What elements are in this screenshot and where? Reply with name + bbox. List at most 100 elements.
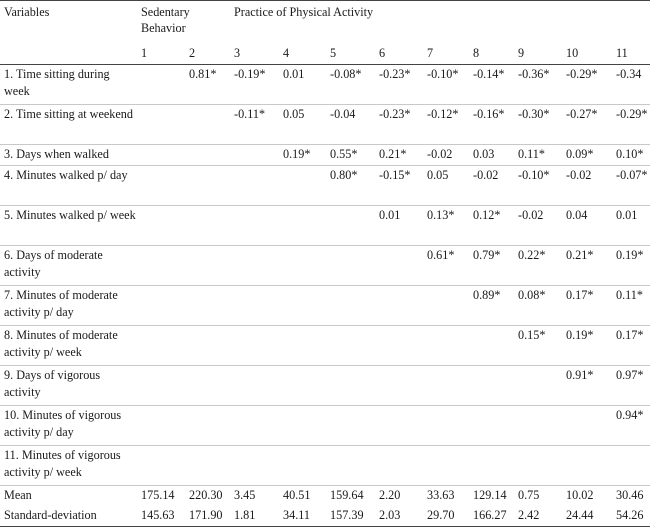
sd-cell: 24.44 bbox=[562, 506, 613, 527]
correlation-cell bbox=[230, 285, 280, 326]
correlation-cell: 0.21* bbox=[562, 245, 613, 286]
correlation-cell bbox=[423, 285, 470, 326]
correlation-cell bbox=[185, 165, 231, 206]
table-row: 7. Minutes of moderate activity p/ day 0.… bbox=[0, 285, 650, 326]
sd-cell: 2.03 bbox=[375, 506, 424, 527]
table-row: 5. Minutes walked p/ week 0.01 0.13* 0.12* -… bbox=[0, 205, 650, 246]
correlation-cell bbox=[562, 405, 613, 446]
variable-label: 10. Minutes of vigorous activity p/ day bbox=[0, 405, 137, 446]
correlation-cell bbox=[375, 405, 424, 446]
correlation-cell bbox=[185, 205, 231, 246]
correlation-cell bbox=[326, 325, 376, 366]
column-number-6: 6 bbox=[375, 44, 424, 65]
sd-cell: 166.27 bbox=[469, 506, 515, 527]
correlation-cell bbox=[279, 285, 327, 326]
column-number-9: 9 bbox=[514, 44, 563, 65]
correlation-cell bbox=[185, 285, 231, 326]
correlation-cell: 0.19* bbox=[612, 245, 650, 286]
correlation-cell: -0.07* bbox=[612, 165, 650, 206]
mean-cell: 33.63 bbox=[427, 488, 455, 502]
table-row: 9. Days of vigorous activity 0.91* 0.97* bbox=[0, 365, 650, 406]
correlation-cell bbox=[137, 205, 185, 246]
correlation-cell: 0.08* bbox=[514, 285, 563, 326]
correlation-cell bbox=[423, 405, 470, 446]
column-number-7: 7 bbox=[423, 44, 470, 65]
correlation-cell: 0.13* bbox=[423, 205, 470, 246]
mean-cell: 30.46 bbox=[616, 488, 644, 502]
mean-cell: 2.20 bbox=[379, 488, 401, 502]
correlation-cell: 0.01 bbox=[612, 205, 650, 246]
correlation-cell: -0.29* bbox=[562, 64, 613, 105]
correlation-cell bbox=[137, 285, 185, 326]
mean-cell: 159.64 bbox=[330, 488, 364, 502]
correlation-cell: -0.12* bbox=[423, 104, 470, 145]
correlation-cell: 0.17* bbox=[612, 325, 650, 366]
variable-label: 6. Days of moderate activity bbox=[0, 245, 137, 286]
sd-cell: 157.39 bbox=[326, 506, 376, 527]
column-number-8: 8 bbox=[469, 44, 515, 65]
correlation-cell bbox=[137, 365, 185, 406]
correlation-cell bbox=[230, 165, 280, 206]
correlation-cell bbox=[423, 445, 470, 486]
correlation-cell bbox=[562, 445, 613, 486]
correlation-cell: 0.19* bbox=[562, 325, 613, 366]
correlation-cell bbox=[230, 205, 280, 246]
column-number-3: 3 bbox=[230, 44, 280, 65]
correlation-cell bbox=[514, 445, 563, 486]
table-row: 1. Time sitting during week 0.81* -0.19* 0.… bbox=[0, 64, 650, 105]
sd-cell: 145.63 bbox=[137, 506, 185, 527]
correlation-cell: 0.01 bbox=[279, 64, 327, 105]
table-row: 11. Minutes of vigorous activity p/ week bbox=[0, 445, 650, 486]
correlation-cell bbox=[279, 325, 327, 366]
correlation-cell bbox=[230, 365, 280, 406]
correlation-cell bbox=[423, 365, 470, 406]
correlation-cell bbox=[423, 325, 470, 366]
table-row: 3. Days when walked 0.19* 0.55* 0.21* -0.02 0… bbox=[0, 144, 650, 166]
table-row: 6. Days of moderate activity 0.61* 0.79* 0.… bbox=[0, 245, 650, 286]
correlation-cell: 0.11* bbox=[612, 285, 650, 326]
correlation-cell: -0.10* bbox=[423, 64, 470, 105]
correlation-cell bbox=[137, 405, 185, 446]
mean-cell: 10.02 bbox=[566, 488, 594, 502]
correlation-cell: 0.19* bbox=[279, 144, 327, 166]
correlation-cell: -0.02 bbox=[469, 165, 515, 206]
sd-cell: 54.26 bbox=[612, 506, 650, 527]
variable-label: 3. Days when walked bbox=[0, 144, 137, 166]
correlation-cell bbox=[469, 405, 515, 446]
correlation-cell: -0.34 bbox=[612, 64, 650, 105]
variables-header: Variables bbox=[0, 0, 137, 44]
mean-cell: 40.51 bbox=[283, 488, 311, 502]
correlation-cell: -0.14* bbox=[469, 64, 515, 105]
variable-label: 4. Minutes walked p/ day bbox=[0, 165, 137, 206]
correlation-cell: 0.03 bbox=[469, 144, 515, 166]
correlation-cell bbox=[375, 325, 424, 366]
correlation-cell: 0.09* bbox=[562, 144, 613, 166]
correlation-cell: -0.19* bbox=[230, 64, 280, 105]
correlation-cell: -0.29* bbox=[612, 104, 650, 145]
sd-cell: 2.42 bbox=[514, 506, 563, 527]
table-row: 4. Minutes walked p/ day 0.80* -0.15* 0.05-… bbox=[0, 165, 650, 206]
correlation-cell: 0.91* bbox=[562, 365, 613, 406]
correlation-cell: -0.15* bbox=[375, 165, 424, 206]
correlation-cell: 0.61* bbox=[423, 245, 470, 286]
sd-cell: 29.70 bbox=[423, 506, 470, 527]
correlation-cell bbox=[326, 365, 376, 406]
correlation-cell bbox=[612, 445, 650, 486]
mean-cell: 3.45 bbox=[234, 488, 256, 502]
correlation-cell: -0.30* bbox=[514, 104, 563, 145]
column-number-11: 11 bbox=[612, 44, 650, 65]
correlation-cell bbox=[469, 365, 515, 406]
variable-label: 8. Minutes of moderate activity p/ week bbox=[0, 325, 137, 366]
correlation-cell bbox=[185, 325, 231, 366]
correlation-cell: 0.21* bbox=[375, 144, 424, 166]
correlation-cell bbox=[230, 325, 280, 366]
variable-label: 11. Minutes of vigorous activity p/ week bbox=[0, 445, 137, 486]
variable-label: 7. Minutes of moderate activity p/ day bbox=[0, 285, 137, 326]
column-number-5: 5 bbox=[326, 44, 376, 65]
mean-cell: 129.14 bbox=[473, 488, 507, 502]
correlation-cell bbox=[185, 365, 231, 406]
sedentary-behavior-header: Sedentary Behavior bbox=[137, 0, 231, 44]
variable-label: 9. Days of vigorous activity bbox=[0, 365, 137, 406]
mean-label: Mean bbox=[4, 488, 32, 502]
